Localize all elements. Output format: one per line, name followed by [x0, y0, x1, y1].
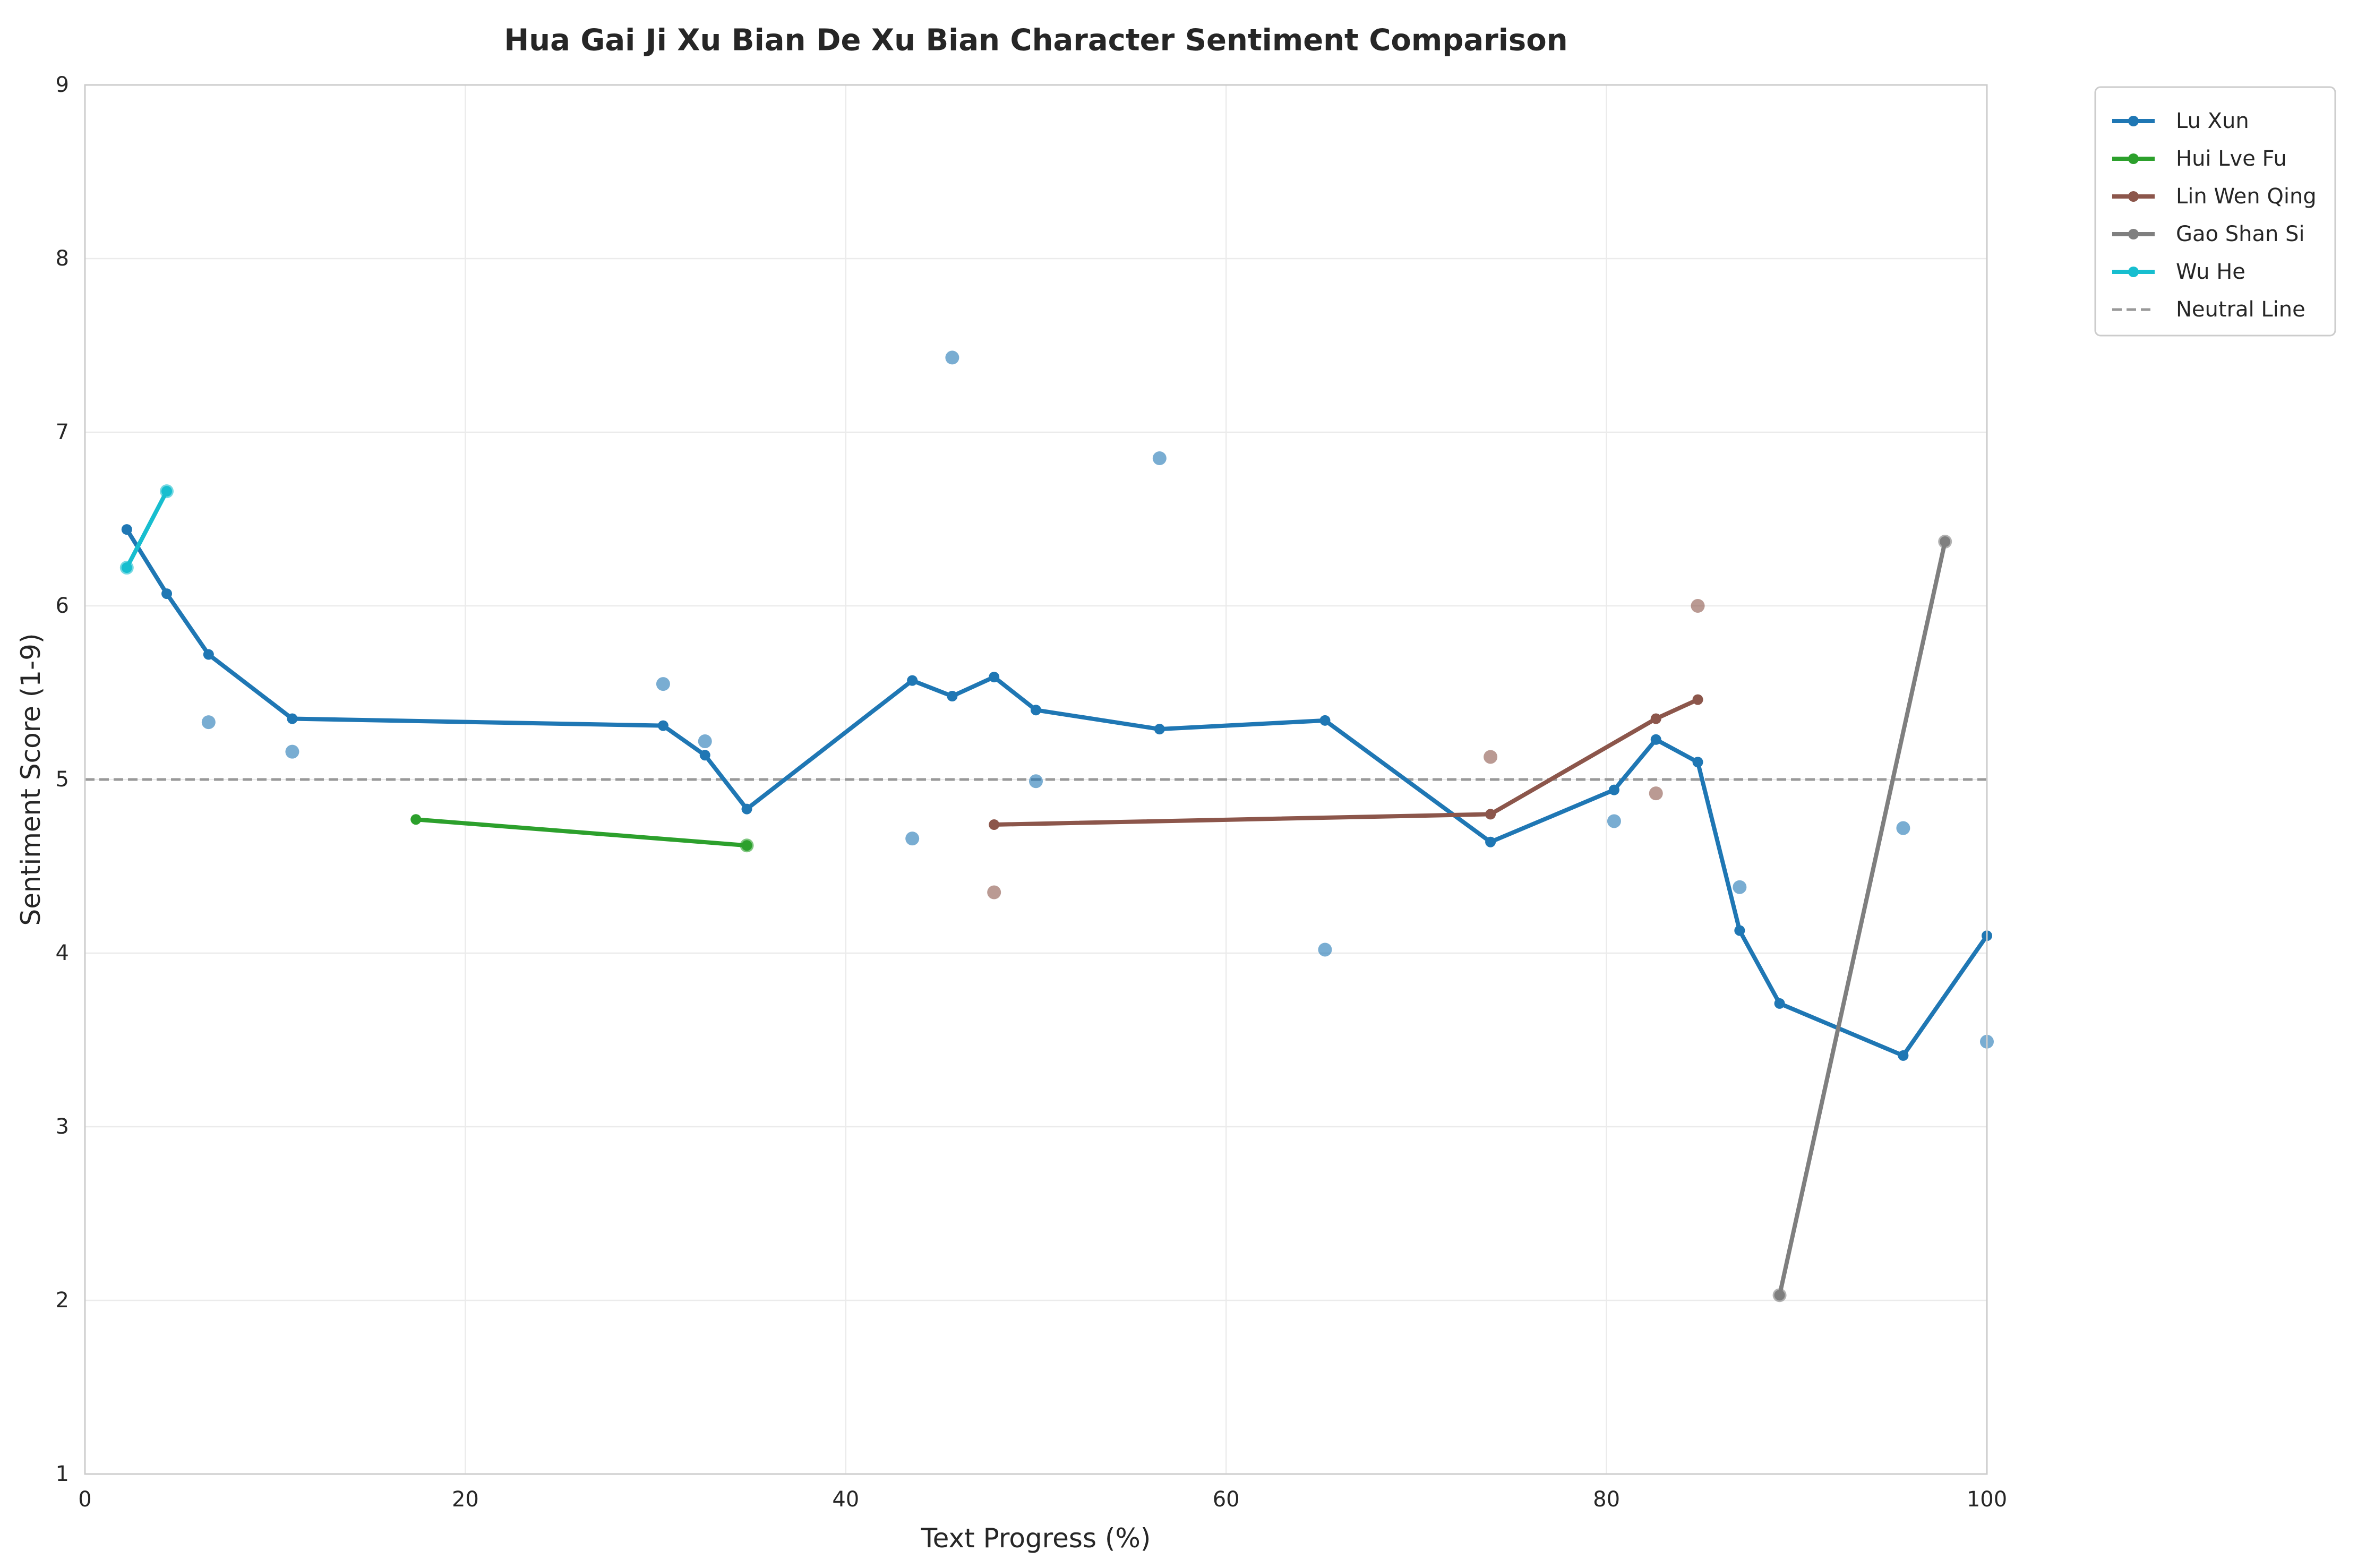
- legend-marker: [2128, 153, 2139, 164]
- line-point: [657, 720, 668, 731]
- line-point: [989, 819, 1000, 830]
- line-point: [410, 814, 422, 825]
- line-point: [989, 672, 1000, 683]
- y-tick-label: 8: [56, 246, 69, 271]
- scatter-point: [698, 734, 712, 749]
- series-line: [414, 817, 749, 848]
- scatter-point: [987, 885, 1001, 899]
- series-layer: [119, 350, 1994, 1303]
- y-tick-label: 9: [56, 73, 69, 97]
- line-point: [161, 588, 173, 599]
- series-gao-shan-si: [1772, 535, 1952, 1303]
- y-axis-title: Sentiment Score (1-9): [15, 633, 46, 926]
- series-lu-xun: [121, 350, 1994, 1061]
- legend-marker: [2128, 267, 2139, 277]
- y-tick-label: 5: [56, 767, 69, 792]
- ticks: 0 20 40 60 80 100 1 2 3 4 5 6 7 8 9: [56, 73, 2008, 1512]
- scatter-point: [1649, 786, 1663, 801]
- line-point: [1774, 1290, 1785, 1301]
- line-point: [1608, 784, 1619, 795]
- line-point: [121, 524, 132, 535]
- scatter-point: [656, 677, 670, 691]
- scatter-point: [1029, 774, 1043, 789]
- plot-frame: [84, 84, 1988, 1475]
- line-point: [287, 713, 298, 724]
- series-lin-wen-qing: [987, 599, 1705, 899]
- scatter-point: [201, 715, 216, 730]
- line-point: [203, 649, 214, 660]
- scatter-point: [1318, 942, 1332, 957]
- legend-entry: Neutral Line: [2112, 297, 2305, 322]
- scatter-point: [1152, 451, 1167, 466]
- x-tick-label: 100: [1967, 1487, 2007, 1512]
- legend-label: Lin Wen Qing: [2176, 184, 2317, 209]
- legend-entry: Lu Xun: [2112, 109, 2249, 133]
- scatter-point: [905, 832, 920, 846]
- scatter-point: [1484, 750, 1498, 764]
- line-point: [1692, 694, 1703, 705]
- legend-label: Wu He: [2176, 260, 2245, 284]
- line-point: [161, 486, 173, 497]
- line-point: [741, 840, 752, 851]
- line-point: [1774, 998, 1785, 1009]
- series-line: [1777, 539, 1948, 1298]
- series-hui-lve-fu: [410, 814, 754, 853]
- y-tick-label: 6: [56, 594, 69, 618]
- legend-marker: [2128, 191, 2139, 202]
- x-axis-title: Text Progress (%): [921, 1523, 1151, 1554]
- line-point: [947, 691, 958, 702]
- legend-entry: Lin Wen Qing: [2112, 184, 2317, 209]
- scatter-point: [285, 744, 299, 759]
- line-point: [1485, 836, 1496, 847]
- y-tick-label: 1: [56, 1462, 69, 1486]
- legend-frame: [2094, 86, 2336, 337]
- scatter-point: [1607, 814, 1621, 828]
- legend-entry: Hui Lve Fu: [2112, 147, 2287, 171]
- line-point: [1692, 757, 1703, 768]
- line-point: [1319, 715, 1331, 726]
- line-point: [1154, 724, 1165, 735]
- series-line: [992, 697, 1700, 827]
- series-wu-he: [119, 484, 174, 575]
- series-line: [124, 489, 169, 570]
- line-point: [121, 562, 132, 573]
- line-point: [1031, 705, 1041, 716]
- legend-label: Lu Xun: [2176, 109, 2249, 133]
- legend-marker: [2128, 229, 2139, 239]
- legend-label: Gao Shan Si: [2176, 222, 2305, 246]
- line-point: [1650, 713, 1661, 724]
- line-point: [1650, 734, 1661, 745]
- line-point: [1734, 925, 1745, 936]
- line-point: [1485, 809, 1496, 820]
- line-point: [699, 750, 710, 761]
- line-point: [1940, 536, 1951, 547]
- legend-label: Neutral Line: [2176, 297, 2305, 322]
- x-tick-label: 80: [1593, 1487, 1620, 1512]
- legend-marker: [2128, 116, 2139, 126]
- y-tick-label: 7: [56, 420, 69, 444]
- x-tick-label: 40: [832, 1487, 859, 1512]
- x-tick-label: 60: [1213, 1487, 1240, 1512]
- line-point: [741, 803, 752, 815]
- y-tick-label: 2: [56, 1288, 69, 1313]
- legend-label: Hui Lve Fu: [2176, 147, 2287, 171]
- legend-entry: Gao Shan Si: [2112, 222, 2305, 246]
- x-tick-label: 20: [452, 1487, 479, 1512]
- x-tick-label: 0: [78, 1487, 91, 1512]
- scatter-point: [1733, 880, 1747, 894]
- legend: Lu Xun Hui Lve Fu Lin Wen Qing Gao Shan Si W…: [2094, 86, 2336, 337]
- scatter-point: [1896, 821, 1910, 835]
- scatter-point: [1691, 599, 1705, 613]
- chart-title: Hua Gai Ji Xu Bian De Xu Bian Character …: [504, 23, 1567, 58]
- y-tick-label: 3: [56, 1115, 69, 1139]
- y-tick-label: 4: [56, 941, 69, 965]
- line-point: [907, 675, 918, 686]
- scatter-point: [945, 350, 959, 365]
- line-point: [1898, 1050, 1909, 1061]
- legend-entry: Wu He: [2112, 260, 2245, 284]
